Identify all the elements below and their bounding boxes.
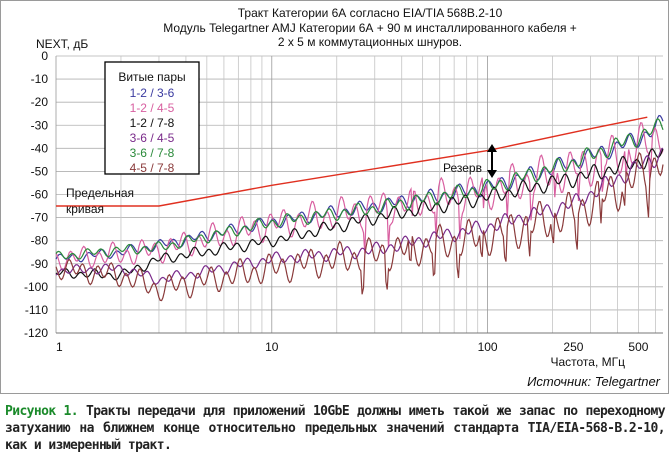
y-tick-label: -110 [25,303,48,317]
y-tick-labels: 0 -10 -20 -30 -40 -50 -60 -70 -80 -90 -100 -110 -120 [24,49,48,340]
legend-item: 3-6 / 7-8 [130,146,175,160]
y-tick-label: -80 [31,234,49,248]
limit-curve-line [56,116,648,207]
x-tick-label: 10 [265,340,279,354]
legend-item: 1-2 / 3-6 [130,86,175,100]
y-tick-label: -30 [31,118,49,132]
x-tick-labels: 1 10 100 250 500 [56,340,649,354]
x-tick-label: 500 [628,340,648,354]
legend-title: Витые пары [118,70,185,84]
y-tick-label: -40 [31,141,49,155]
x-tick-label: 100 [478,340,498,354]
reserve-arrow [487,144,497,178]
legend-items: 1-2 / 3-61-2 / 4-51-2 / 7-83-6 / 4-53-6 … [130,86,175,175]
chart-title-line-2: Модуль Telegartner AMJ Категории 6А + 90… [163,21,577,35]
x-tick-label: 1 [56,340,63,354]
y-tick-label: -100 [24,280,48,294]
y-tick-label: -20 [31,95,49,109]
reserve-label: Резерв [443,161,482,175]
x-tick-label: 250 [563,340,583,354]
legend-box [104,61,200,175]
plot-area [55,114,664,302]
y-tick-label: 0 [41,49,48,63]
chart-frame: Тракт Категории 6А согласно EIA/TIA 568B… [0,0,669,394]
legend-item: 4-5 / 7-8 [130,161,175,175]
chart-svg: Тракт Категории 6А согласно EIA/TIA 568B… [0,0,669,394]
source-note: Источник: Telegartner [527,374,661,389]
chart-title-line-1: Тракт Категории 6А согласно EIA/TIA 568B… [238,6,503,20]
legend-item: 1-2 / 4-5 [130,101,175,115]
legend-item: 3-6 / 4-5 [130,131,175,145]
series-line-3-6-7-8 [55,117,664,260]
legend: Витые пары 1-2 / 3-61-2 / 4-51-2 / 7-83-… [104,61,200,175]
y-tick-label: -90 [31,257,49,271]
caption-text: Тракты передачи для приложений 10GbE дол… [5,404,666,453]
series-line-4-5-7-8 [55,151,664,302]
y-tick-label: -60 [31,188,49,202]
figure-caption: Рисунок 1. Тракты передачи для приложени… [5,403,666,454]
series-line-3-6-4-5 [55,147,664,285]
y-tick-label: -50 [31,164,49,178]
y-tick-label: -120 [24,326,48,340]
chart-title-line-3: 2 х 5 м коммутационных шнуров. [278,35,462,49]
figure-label: Рисунок 1. [5,404,79,419]
legend-item: 1-2 / 7-8 [130,116,175,130]
series-line-1-2-7-8 [55,148,664,281]
y-tick-label: -70 [31,211,49,225]
limit-curve-label-line-2: кривая [66,202,104,216]
limit-curve-label-line-1: Предельная [66,186,134,200]
series-line-1-2-4-5 [55,122,664,272]
x-axis-label: Частота, МГц [550,355,625,369]
y-axis-label: NEXT, дБ [36,37,88,51]
y-tick-label: -10 [31,72,49,86]
